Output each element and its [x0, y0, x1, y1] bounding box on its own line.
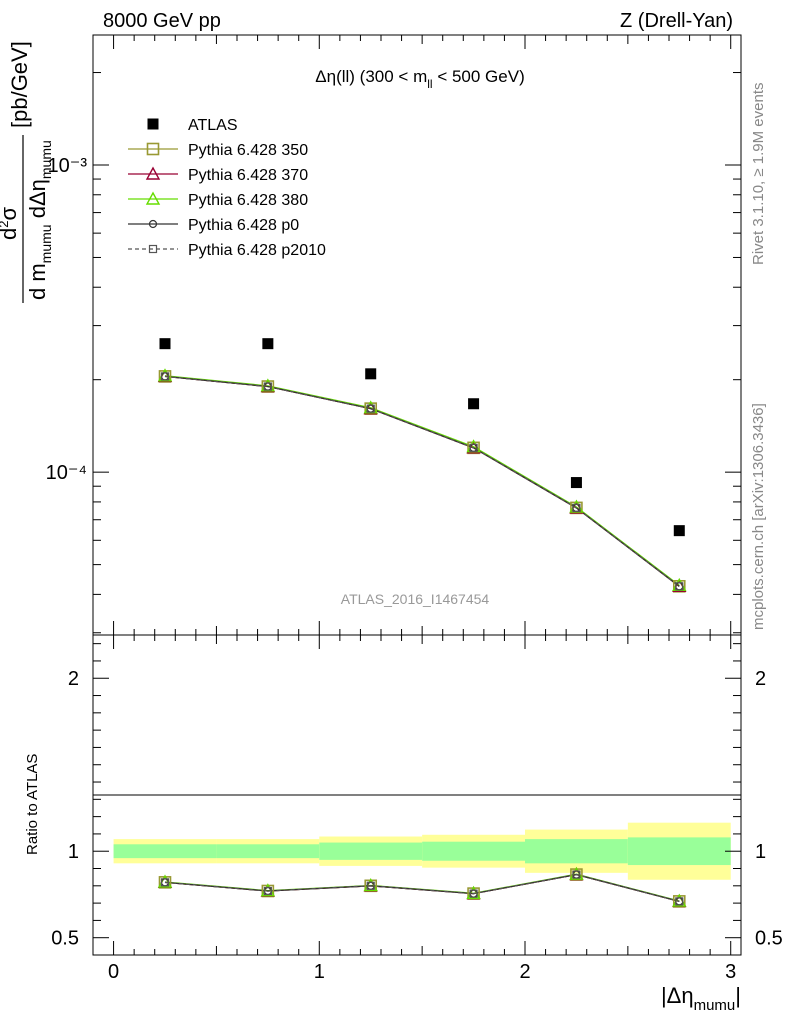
svg-text:d2σ: d2σ [0, 207, 21, 240]
x-tick-label: 1 [314, 961, 325, 983]
x-tick-label: 3 [725, 961, 736, 983]
y-tick-label: 10⁻³ [48, 155, 88, 177]
ratio-line [164, 873, 680, 903]
data-point [572, 503, 581, 512]
ratio-y-tick-label: 2 [68, 668, 79, 690]
band-inner [422, 841, 525, 861]
data-point [366, 404, 375, 413]
series-line [164, 375, 680, 586]
legend-marker [145, 191, 161, 205]
axis-ticks: 0 1 2 3 10⁻³ 10⁻⁴ 0.5 0.5 1 1 2 2 [46, 35, 783, 983]
svg-text:|Δηmumu|: |Δηmumu| [661, 983, 741, 1014]
legend-label: Pythia 6.428 p0 [188, 217, 299, 234]
atlas-point [570, 477, 582, 489]
ratio-series [157, 866, 687, 908]
legend-marker [148, 219, 158, 229]
x-axis-title: |Δηmumu| [661, 983, 741, 1014]
band-inner [319, 842, 423, 860]
ratio-uncertainty-bands [113, 822, 731, 880]
data-point [469, 443, 478, 452]
band-inner [525, 839, 628, 864]
band-inner [216, 844, 320, 859]
ratio-point [675, 897, 684, 906]
data-point [160, 372, 170, 381]
ratio-point [366, 881, 375, 890]
rivet-label: Rivet 3.1.10, ≥ 1.9M events [750, 83, 767, 266]
ratio-point [469, 889, 478, 898]
ratio-y-axis-title: Ratio to ATLAS [24, 754, 41, 855]
svg-text:d mmumu dΔηmumu: d mmumu dΔηmumu [25, 140, 54, 300]
atlas-point [468, 398, 480, 410]
ratio-line [164, 873, 680, 902]
ratio-y-tick-label: 0.5 [755, 928, 783, 950]
legend-label: ATLAS [188, 117, 238, 134]
x-tick-label: 2 [519, 961, 530, 983]
main-y-axis-title: d mmumu dΔηmumu d2σ [pb/GeV] [0, 41, 54, 303]
ratio-point [572, 870, 581, 879]
svg-text:[pb/GeV]: [pb/GeV] [7, 41, 32, 128]
legend-marker [145, 166, 161, 180]
legend-label: Pythia 6.428 p2010 [188, 242, 326, 259]
series-line [164, 375, 680, 587]
data-point [675, 582, 684, 591]
ratio-y-tick-label: 1 [755, 841, 766, 863]
legend-marker [148, 244, 158, 254]
y-tick-label: 10⁻⁴ [46, 462, 87, 484]
mcplots-label: mcplots.cern.ch [arXiv:1306.3436] [750, 403, 767, 630]
band-inner [627, 837, 731, 866]
atlas-point [159, 338, 171, 350]
band-inner [113, 844, 217, 859]
ratio-y-tick-label: 0.5 [51, 928, 79, 950]
watermark: ATLAS_2016_I1467454 [341, 591, 490, 607]
atlas-point [365, 368, 377, 380]
ratio-point [160, 878, 170, 887]
series-line [164, 375, 680, 587]
energy-label: 8000 GeV pp [103, 10, 221, 32]
legend-label: Pythia 6.428 350 [188, 142, 308, 159]
ratio-y-tick-label: 2 [755, 668, 766, 690]
data-point [263, 382, 272, 391]
process-label: Z (Drell-Yan) [620, 10, 733, 32]
atlas-point [673, 525, 685, 537]
legend-label: Pythia 6.428 370 [188, 167, 308, 184]
main-title: Δη(ll) (300 < mll < 500 GeV) [315, 67, 524, 91]
series-line [164, 375, 680, 587]
legend: ATLAS Pythia 6.428 350 Pythia 6.428 370 Pyt… [128, 117, 326, 259]
series-line [164, 375, 680, 587]
main-series [157, 338, 687, 593]
legend-marker [147, 118, 159, 130]
ratio-point [263, 886, 272, 896]
ratio-y-tick-label: 1 [68, 841, 79, 863]
legend-marker [146, 142, 160, 156]
atlas-point [262, 338, 274, 350]
legend-label: Pythia 6.428 380 [188, 192, 308, 209]
x-tick-label: 0 [108, 961, 119, 983]
